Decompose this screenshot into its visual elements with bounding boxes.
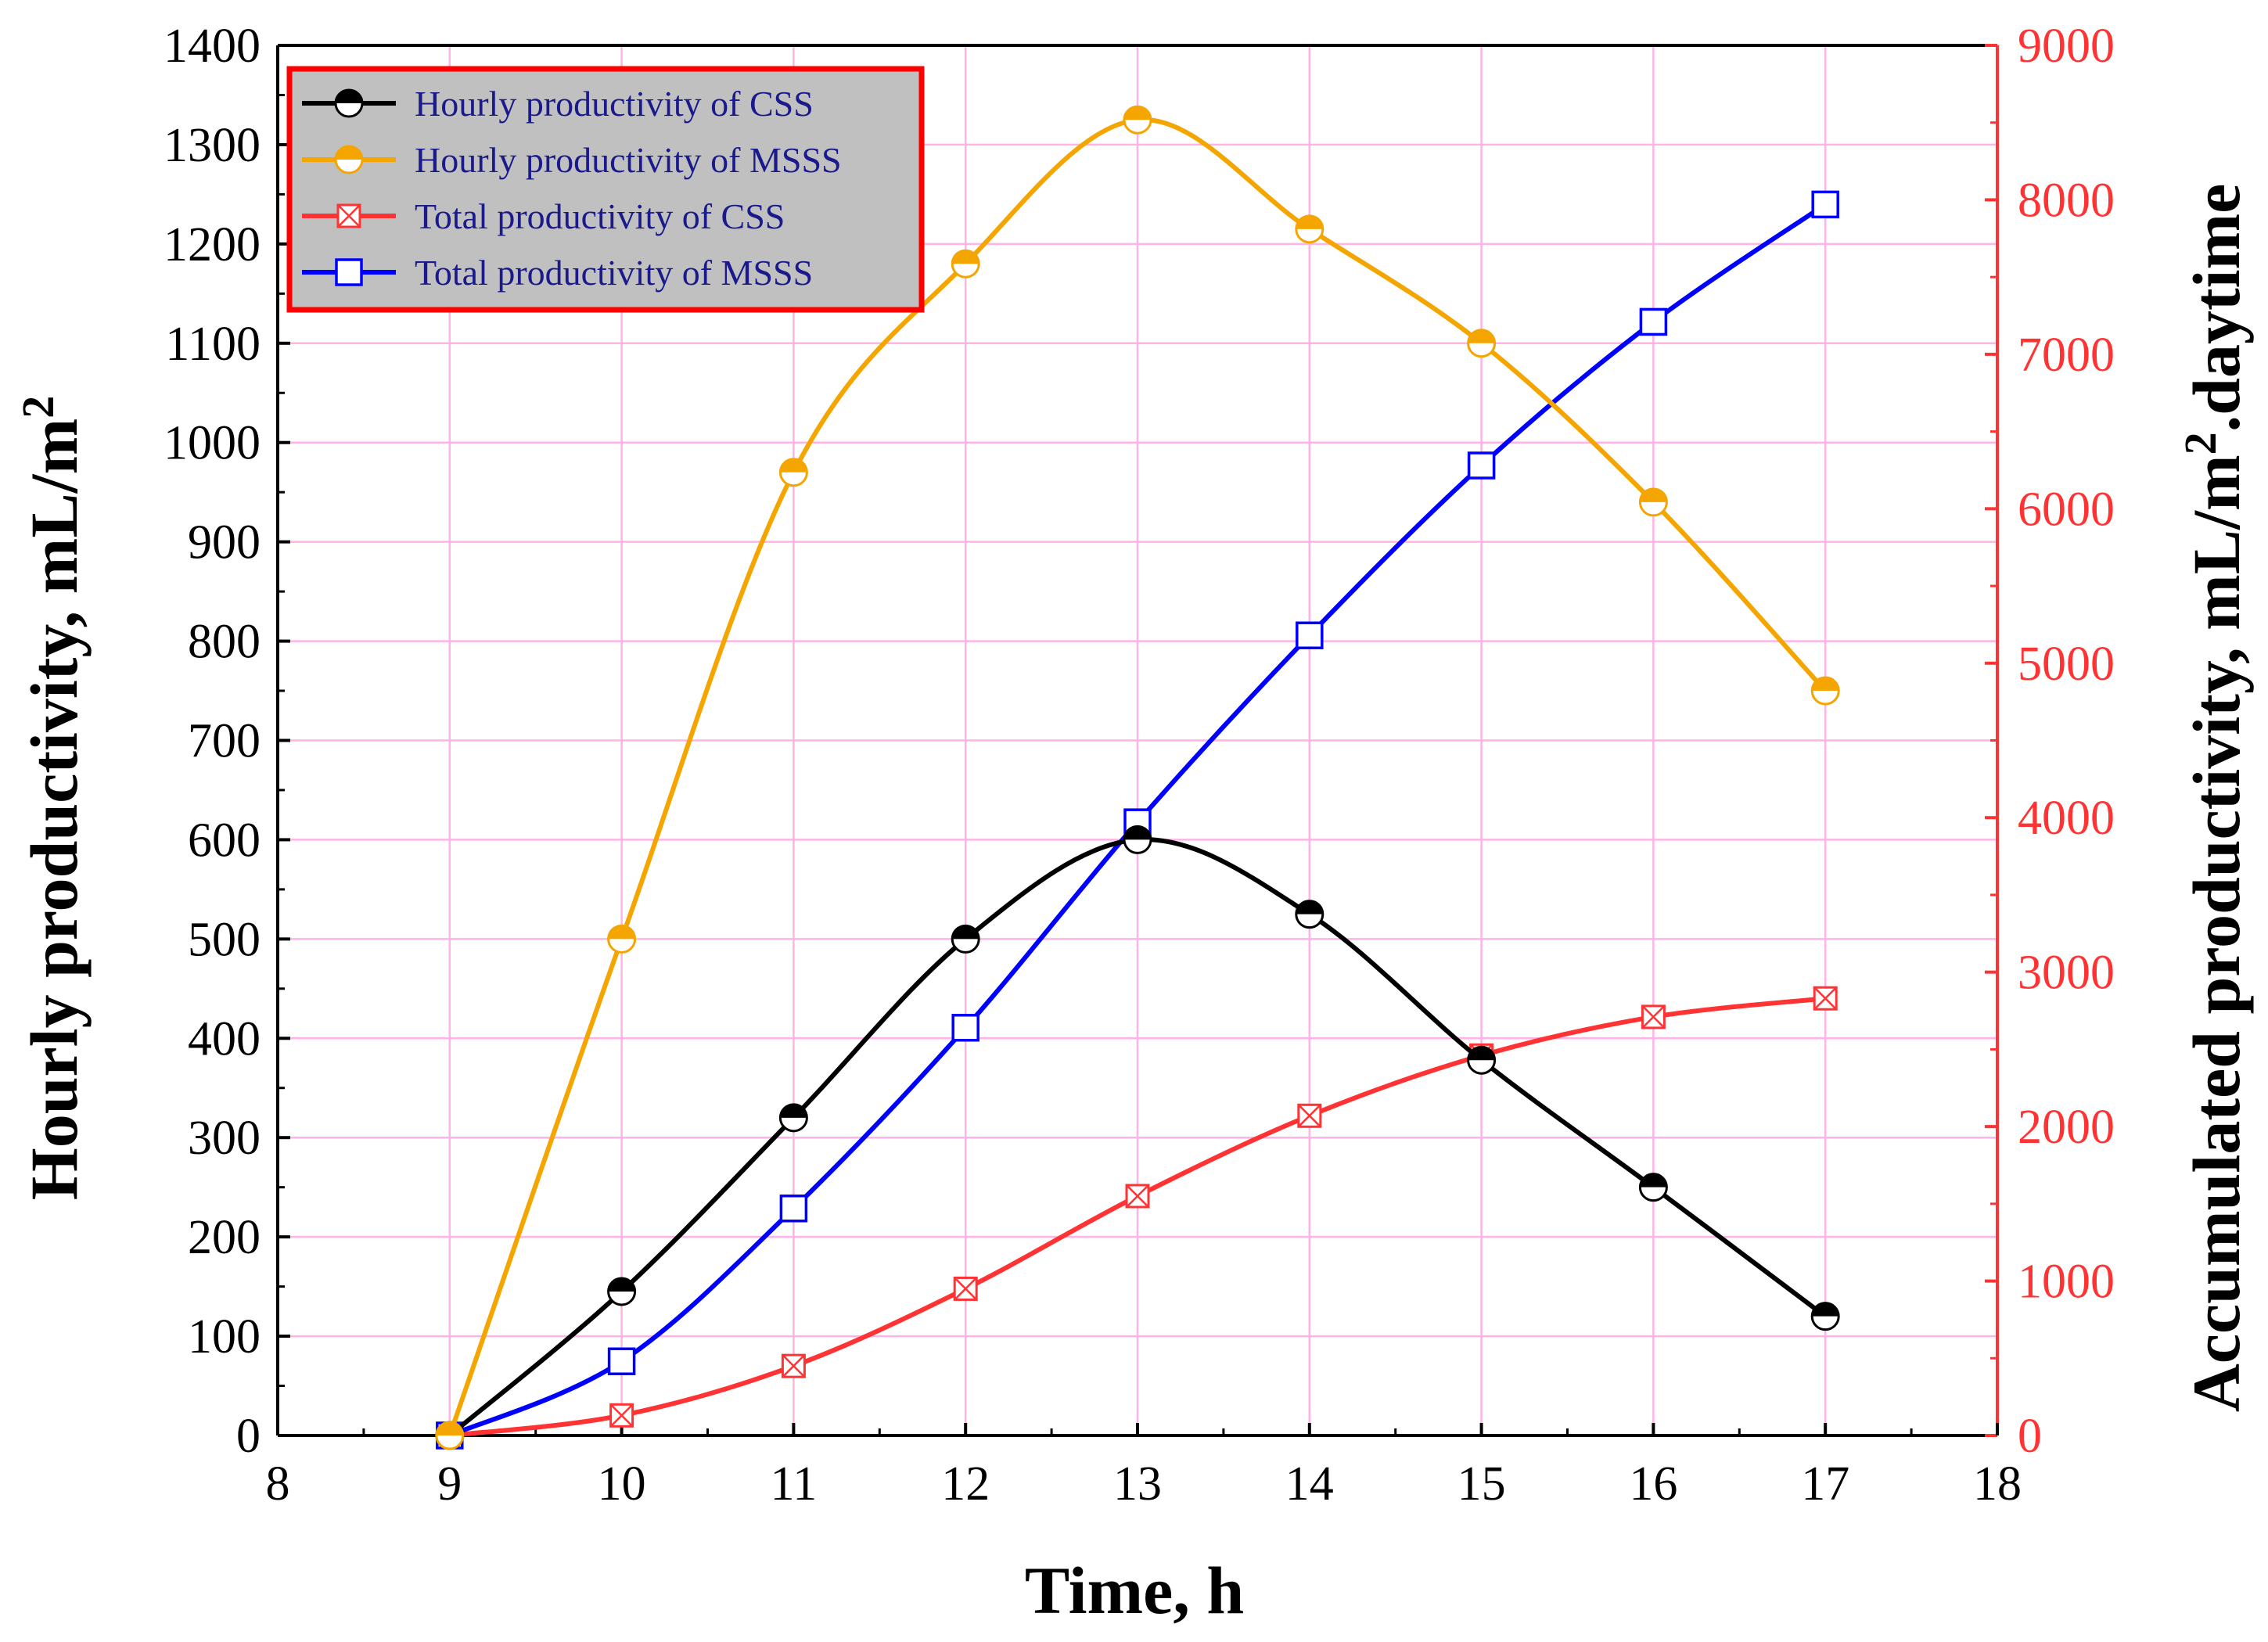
data-point <box>953 1276 978 1301</box>
data-point <box>1295 900 1324 929</box>
x-tick-label: 8 <box>266 1457 290 1511</box>
data-point <box>1638 487 1668 517</box>
data-point <box>1467 451 1496 480</box>
x-tick-label: 12 <box>941 1457 990 1511</box>
legend-box <box>286 66 925 313</box>
legend-item: Hourly productivity of MSSS <box>302 140 842 180</box>
data-point <box>1639 307 1668 336</box>
x-axis-title: Time, h <box>1025 1553 1244 1628</box>
axes: 0100200300400500600700800900100011001200… <box>164 20 2115 1511</box>
y-right-tick-label: 9000 <box>2018 20 2115 73</box>
data-point <box>951 1013 979 1042</box>
x-tick-label: 9 <box>437 1457 462 1511</box>
y-right-tick-label: 7000 <box>2018 329 2115 382</box>
data-point <box>781 1353 806 1378</box>
legend-item: Total productivity of MSSS <box>302 253 813 293</box>
series-layer <box>435 105 1840 1450</box>
y-right-tick-label: 0 <box>2018 1410 2042 1463</box>
legend-item: Total productivity of CSS <box>302 196 785 236</box>
x-tick-label: 16 <box>1629 1457 1677 1511</box>
legend: Hourly productivity of CSS Hourly product… <box>286 66 925 313</box>
data-point <box>1125 1184 1150 1209</box>
data-point <box>1123 825 1152 854</box>
legend-item: Hourly productivity of CSS <box>302 84 814 124</box>
y-right-tick-label: 4000 <box>2018 792 2115 845</box>
y-axis-left-title: Hourly productivity, mL/m2 <box>13 396 92 1200</box>
data-point <box>1467 329 1497 358</box>
legend-label: Hourly productivity of CSS <box>415 84 814 124</box>
data-point <box>1641 1004 1666 1029</box>
y-left-tick-label: 200 <box>188 1211 261 1264</box>
y-left-tick-label: 0 <box>236 1410 261 1463</box>
data-point <box>778 1103 808 1133</box>
data-point <box>1296 621 1324 649</box>
x-tick-label: 10 <box>598 1457 646 1511</box>
y-right-tick-label: 8000 <box>2018 174 2115 227</box>
y-left-tick-label: 100 <box>188 1310 261 1364</box>
data-point <box>1295 214 1324 244</box>
y-right-tick-label: 1000 <box>2018 1256 2115 1309</box>
y-left-tick-label: 300 <box>188 1112 261 1165</box>
legend-marker <box>334 145 364 174</box>
legend-marker <box>335 258 363 286</box>
y-right-tick-label: 5000 <box>2018 638 2115 691</box>
data-point <box>607 1347 636 1375</box>
y-left-tick-label: 900 <box>188 516 261 569</box>
y-left-tick-label: 1400 <box>164 20 261 73</box>
y-right-tick-label: 2000 <box>2018 1101 2115 1154</box>
data-point <box>1467 1045 1497 1075</box>
series-hourly-productivity-of-msss <box>435 105 1840 1450</box>
y-left-tick-label: 600 <box>188 814 261 867</box>
legend-label: Hourly productivity of MSSS <box>415 140 842 180</box>
y-left-tick-label: 500 <box>188 913 261 966</box>
legend-label: Total productivity of MSSS <box>415 253 813 293</box>
y-left-tick-label: 1200 <box>164 218 261 271</box>
data-point <box>1123 105 1152 135</box>
x-tick-label: 14 <box>1285 1457 1334 1511</box>
data-point <box>1810 1302 1840 1331</box>
y-left-tick-label: 800 <box>188 616 261 669</box>
legend-marker <box>336 203 361 228</box>
x-tick-label: 15 <box>1457 1457 1506 1511</box>
data-point <box>607 924 637 954</box>
y-axis-right-title: Accumulated productivity, mL/m2.daytime <box>2175 184 2254 1413</box>
data-point <box>609 1403 634 1428</box>
x-tick-label: 17 <box>1801 1457 1849 1511</box>
data-point <box>1638 1173 1668 1202</box>
y-left-tick-label: 1100 <box>165 318 261 371</box>
data-point <box>435 1421 465 1450</box>
y-left-tick-label: 400 <box>188 1012 261 1065</box>
y-left-tick-label: 700 <box>188 715 261 768</box>
data-point <box>1813 986 1838 1011</box>
data-point <box>951 249 980 278</box>
data-point <box>1811 190 1839 219</box>
data-point <box>607 1277 637 1306</box>
legend-marker <box>334 88 364 118</box>
x-tick-label: 13 <box>1113 1457 1162 1511</box>
data-point <box>1297 1103 1322 1128</box>
data-point <box>779 1195 808 1223</box>
x-tick-label: 18 <box>1973 1457 2022 1511</box>
legend-label: Total productivity of CSS <box>415 196 785 236</box>
data-point <box>1810 676 1840 706</box>
y-right-tick-label: 3000 <box>2018 947 2115 1000</box>
data-point <box>778 458 808 487</box>
y-left-tick-label: 1000 <box>164 417 261 470</box>
x-tick-label: 11 <box>771 1457 818 1511</box>
y-left-tick-label: 1300 <box>164 119 261 172</box>
data-point <box>951 924 980 954</box>
y-right-tick-label: 6000 <box>2018 483 2115 536</box>
